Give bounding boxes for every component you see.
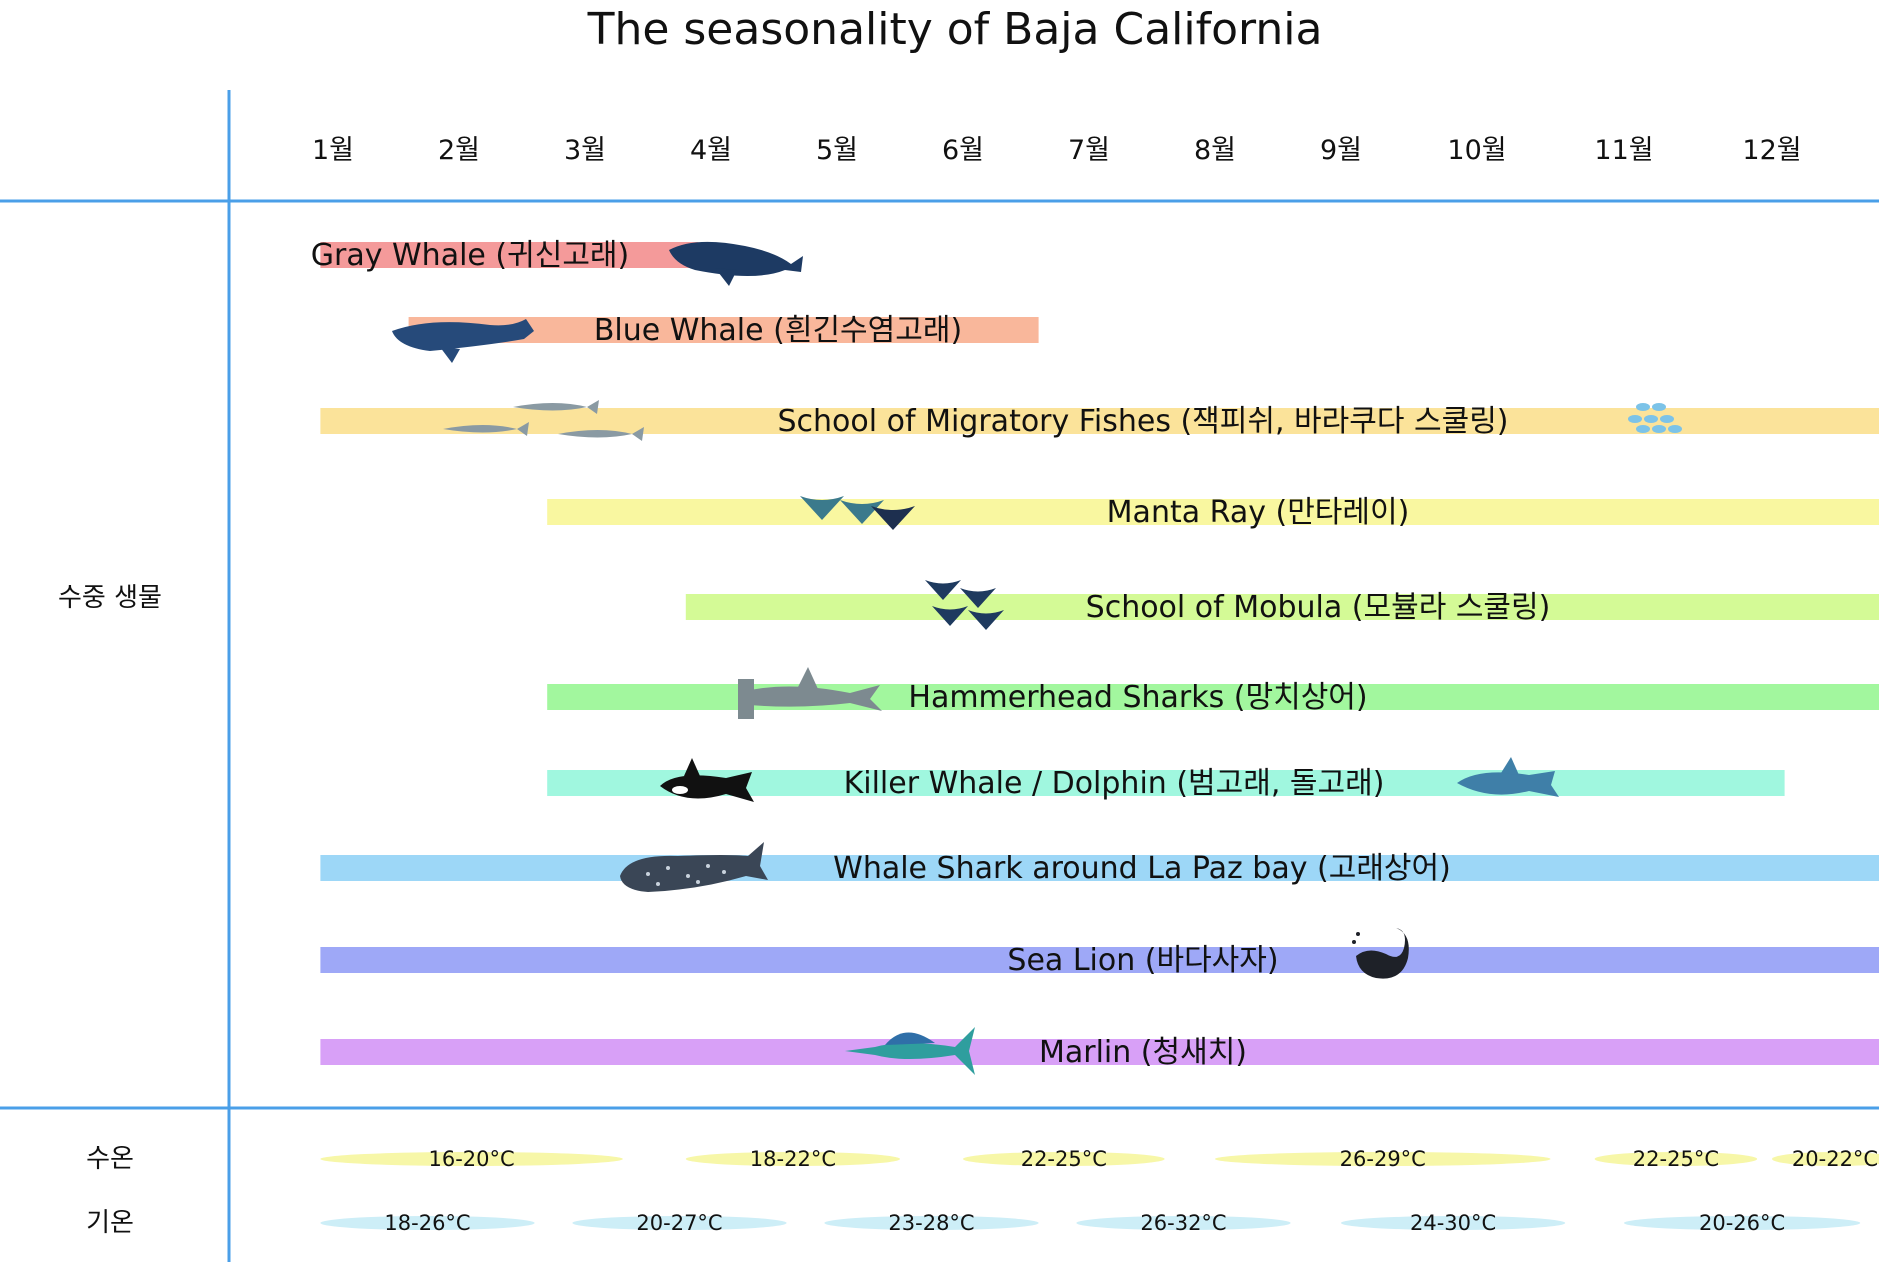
month-label: 9월 (1320, 135, 1362, 166)
air-temp-band (1624, 1216, 1861, 1230)
chart-title: The seasonality of Baja California (587, 4, 1323, 55)
water-temp-band (963, 1152, 1165, 1166)
species-bar (320, 855, 1879, 881)
hammerhead-shark-icon (738, 667, 882, 719)
air-temp-label: 23-28°C (888, 1211, 974, 1235)
blue-whale-icon (392, 319, 534, 363)
air-temp-label: 26-32°C (1140, 1211, 1226, 1235)
month-label: 5월 (816, 135, 858, 166)
air-temp-label: 20-26°C (1699, 1211, 1785, 1235)
species-bar (320, 947, 1879, 973)
water-temp-band (1215, 1152, 1551, 1166)
air-temp-band (320, 1216, 535, 1230)
dolphin-icon (1457, 757, 1559, 797)
species-bars: Gray Whale (귀신고래) Blue Whale (흰긴수염고래) Scho… (311, 238, 1879, 1070)
species-bar (547, 770, 1785, 796)
month-label: 3월 (564, 135, 606, 166)
water-temp-band (685, 1152, 901, 1166)
water-temp-label: 16-20°C (429, 1147, 515, 1171)
species-label: Manta Ray (만타레이) (1107, 495, 1410, 530)
air-temp-band (1341, 1216, 1566, 1230)
air-temperature-row: 18-26°C 20-27°C 23-28°C 26-32°C 24-30°C 20-26… (320, 1211, 1861, 1235)
species-bar (320, 242, 699, 268)
species-bar (320, 408, 1879, 434)
month-label: 1월 (312, 135, 354, 166)
species-label: Killer Whale / Dolphin (범고래, 돌고래) (844, 766, 1385, 801)
month-label: 4월 (690, 135, 732, 166)
month-label: 12월 (1742, 135, 1801, 166)
row-label-marine-life: 수중 생물 (58, 583, 162, 613)
whale-shark-icon (620, 842, 768, 892)
month-axis: 1월 2월 3월 4월 5월 6월 7월 8월 9월 10월 11월 12월 (312, 135, 1802, 166)
row-label-water-temp: 수온 (86, 1144, 134, 1174)
marlin-icon (845, 1027, 975, 1075)
species-label: Blue Whale (흰긴수염고래) (594, 313, 962, 348)
species-icons (392, 241, 1682, 1075)
species-label: Hammerhead Sharks (망치상어) (908, 680, 1367, 715)
species-label: Sea Lion (바다사자) (1007, 943, 1278, 978)
small-fish-school-icon (1628, 403, 1682, 433)
sea-lion-icon (1352, 928, 1409, 979)
air-temp-band (572, 1216, 787, 1230)
water-temperature-row: 16-20°C 18-22°C 22-25°C 26-29°C 22-25°C 20-22… (320, 1147, 1879, 1171)
manta-ray-icon (800, 496, 915, 530)
water-temp-label: 22-25°C (1633, 1147, 1719, 1171)
species-bar (320, 1039, 1879, 1065)
water-temp-band (1772, 1152, 1879, 1166)
water-temp-label: 20-22°C (1792, 1147, 1878, 1171)
month-label: 8월 (1194, 135, 1236, 166)
month-label: 2월 (438, 135, 480, 166)
air-temp-band (824, 1216, 1039, 1230)
species-label: Marlin (청새치) (1039, 1035, 1247, 1070)
species-bar (547, 499, 1879, 525)
species-label: School of Migratory Fishes (잭피쉬, 바라쿠다 스쿨… (778, 404, 1509, 439)
water-temp-band (320, 1152, 623, 1166)
water-temp-label: 18-22°C (750, 1147, 836, 1171)
water-temp-band (1594, 1152, 1758, 1166)
species-label: Gray Whale (귀신고래) (311, 238, 629, 273)
month-label: 11월 (1594, 135, 1653, 166)
species-label: School of Mobula (모뷸라 스쿨링) (1086, 590, 1551, 625)
species-label: Whale Shark around La Paz bay (고래상어) (833, 851, 1451, 886)
species-bar (685, 594, 1879, 620)
month-label: 7월 (1068, 135, 1110, 166)
barracuda-school-icon (443, 400, 644, 441)
water-temp-label: 22-25°C (1021, 1147, 1107, 1171)
orca-icon (660, 758, 754, 802)
humpback-whale-icon (669, 241, 803, 286)
month-label: 6월 (942, 135, 984, 166)
air-temp-label: 18-26°C (384, 1211, 470, 1235)
month-label: 10월 (1447, 135, 1506, 166)
air-temp-band (1076, 1216, 1291, 1230)
mobula-icon (925, 580, 1004, 630)
air-temp-label: 20-27°C (636, 1211, 722, 1235)
row-label-air-temp: 기온 (86, 1208, 134, 1238)
air-temp-label: 24-30°C (1410, 1211, 1496, 1235)
water-temp-label: 26-29°C (1340, 1147, 1426, 1171)
